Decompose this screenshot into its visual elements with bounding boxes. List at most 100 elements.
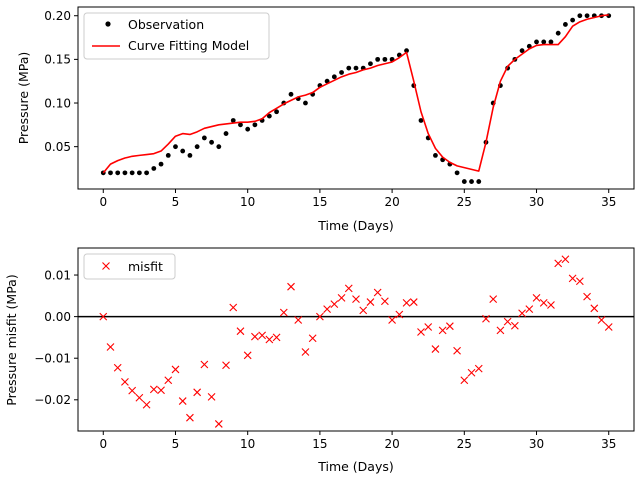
observation-point bbox=[584, 13, 590, 19]
observation-point bbox=[548, 39, 554, 45]
misfit-point bbox=[121, 378, 129, 386]
pressure-x-tick-label: 0 bbox=[99, 195, 107, 209]
curve-fitting-legend-label: Curve Fitting Model bbox=[128, 38, 249, 53]
misfit-legend: misfit bbox=[83, 253, 176, 280]
misfit-point bbox=[113, 363, 122, 372]
observation-point bbox=[288, 91, 294, 97]
pressure-x-tick-label: 25 bbox=[457, 195, 472, 209]
observation-point bbox=[541, 39, 547, 45]
misfit-point-stroke bbox=[561, 255, 570, 264]
observation-point bbox=[555, 30, 561, 36]
misfit-point bbox=[366, 298, 375, 306]
misfit-point bbox=[229, 303, 238, 312]
curve-fitting-model-series-line bbox=[102, 14, 609, 174]
misfit-point bbox=[301, 348, 310, 356]
misfit-point bbox=[482, 314, 490, 323]
misfit-point-stroke bbox=[518, 309, 526, 318]
pressure-y-tick-label: 0.20 bbox=[44, 9, 71, 23]
misfit-point bbox=[287, 282, 295, 291]
misfit-point bbox=[106, 343, 115, 351]
observation-point bbox=[418, 118, 424, 123]
misfit-point bbox=[272, 333, 281, 342]
observation-point bbox=[144, 170, 149, 176]
pressure-x-tick-label: 30 bbox=[529, 195, 544, 209]
misfit-point-stroke bbox=[445, 322, 454, 331]
pressure-x-tick-label: 20 bbox=[384, 195, 399, 209]
misfit-point bbox=[417, 328, 425, 336]
observation-point bbox=[476, 179, 482, 184]
observation-point bbox=[433, 152, 438, 158]
misfit-point bbox=[373, 288, 382, 297]
observation-point bbox=[165, 152, 171, 158]
pressure-axes-frame bbox=[77, 6, 635, 190]
misfit-point bbox=[222, 361, 230, 370]
misfit-point-stroke bbox=[316, 312, 324, 321]
observation-point bbox=[108, 170, 113, 176]
observation-point bbox=[534, 39, 539, 45]
misfit-point-stroke bbox=[424, 323, 433, 331]
observation-point bbox=[577, 13, 583, 19]
misfit-x-tick-label: 35 bbox=[601, 437, 616, 451]
observation-point bbox=[331, 74, 337, 80]
observation-point bbox=[230, 118, 236, 123]
misfit-axes-frame bbox=[77, 247, 635, 432]
observation-point bbox=[382, 56, 388, 62]
observation-point bbox=[173, 144, 178, 150]
misfit-point bbox=[214, 420, 223, 428]
observation-point bbox=[129, 170, 135, 176]
misfit-point-stroke bbox=[258, 331, 267, 340]
misfit-legend-box bbox=[83, 253, 176, 280]
misfit-point-stroke bbox=[417, 328, 425, 336]
pressure-x-axis-label: Time (Days) bbox=[317, 218, 394, 233]
pressure-x-tick-label: 15 bbox=[312, 195, 327, 209]
misfit-point-stroke bbox=[554, 259, 563, 268]
misfit-point-stroke bbox=[503, 317, 512, 326]
misfit-point bbox=[460, 376, 469, 385]
misfit-point bbox=[308, 334, 317, 343]
misfit-point-stroke bbox=[352, 295, 360, 304]
misfit-point-stroke bbox=[272, 333, 281, 342]
misfit-point bbox=[561, 255, 570, 264]
pressure-y-axis-label: Pressure (MPa) bbox=[16, 52, 31, 145]
misfit-point-stroke bbox=[251, 332, 259, 341]
misfit-point-stroke bbox=[402, 299, 411, 307]
misfit-point-stroke bbox=[532, 294, 541, 302]
observation-point bbox=[209, 139, 214, 145]
observation-point bbox=[368, 61, 373, 67]
misfit-point-stroke bbox=[590, 304, 599, 313]
misfit-point-stroke bbox=[330, 300, 339, 309]
misfit-point-stroke bbox=[142, 400, 151, 409]
misfit-point-stroke bbox=[149, 385, 158, 394]
misfit-point-stroke bbox=[380, 297, 389, 306]
misfit-point-stroke bbox=[359, 306, 368, 315]
misfit-point bbox=[142, 400, 151, 409]
misfit-point bbox=[330, 300, 339, 309]
observation-legend-marker bbox=[105, 21, 111, 27]
misfit-point bbox=[157, 386, 165, 395]
misfit-point-stroke bbox=[344, 284, 353, 293]
misfit-point bbox=[251, 332, 259, 341]
pressure-legend: Observation Curve Fitting Model bbox=[83, 12, 270, 60]
misfit-point-stroke bbox=[207, 393, 216, 401]
observation-point bbox=[180, 148, 186, 154]
misfit-point-stroke bbox=[510, 321, 519, 330]
misfit-point bbox=[467, 368, 476, 377]
misfit-point-stroke bbox=[243, 351, 252, 360]
misfit-point bbox=[424, 323, 433, 331]
misfit-point bbox=[135, 393, 144, 402]
misfit-point bbox=[525, 305, 534, 314]
observation-point bbox=[469, 179, 474, 184]
misfit-point-stroke bbox=[113, 363, 122, 372]
misfit-point-stroke bbox=[301, 348, 310, 356]
pressure-legend-box bbox=[83, 12, 270, 60]
pressure-x-tick-label: 10 bbox=[240, 195, 255, 209]
misfit-panel: 0 5 10 15 20 25 30 35 −0.02 −0.01 0.00 0.01 Time (D… bbox=[4, 247, 635, 474]
observation-point bbox=[375, 56, 381, 62]
observation-point bbox=[194, 144, 200, 150]
misfit-point-stroke bbox=[128, 386, 137, 395]
misfit-point bbox=[518, 309, 526, 318]
misfit-x-tick-label: 5 bbox=[172, 437, 180, 451]
